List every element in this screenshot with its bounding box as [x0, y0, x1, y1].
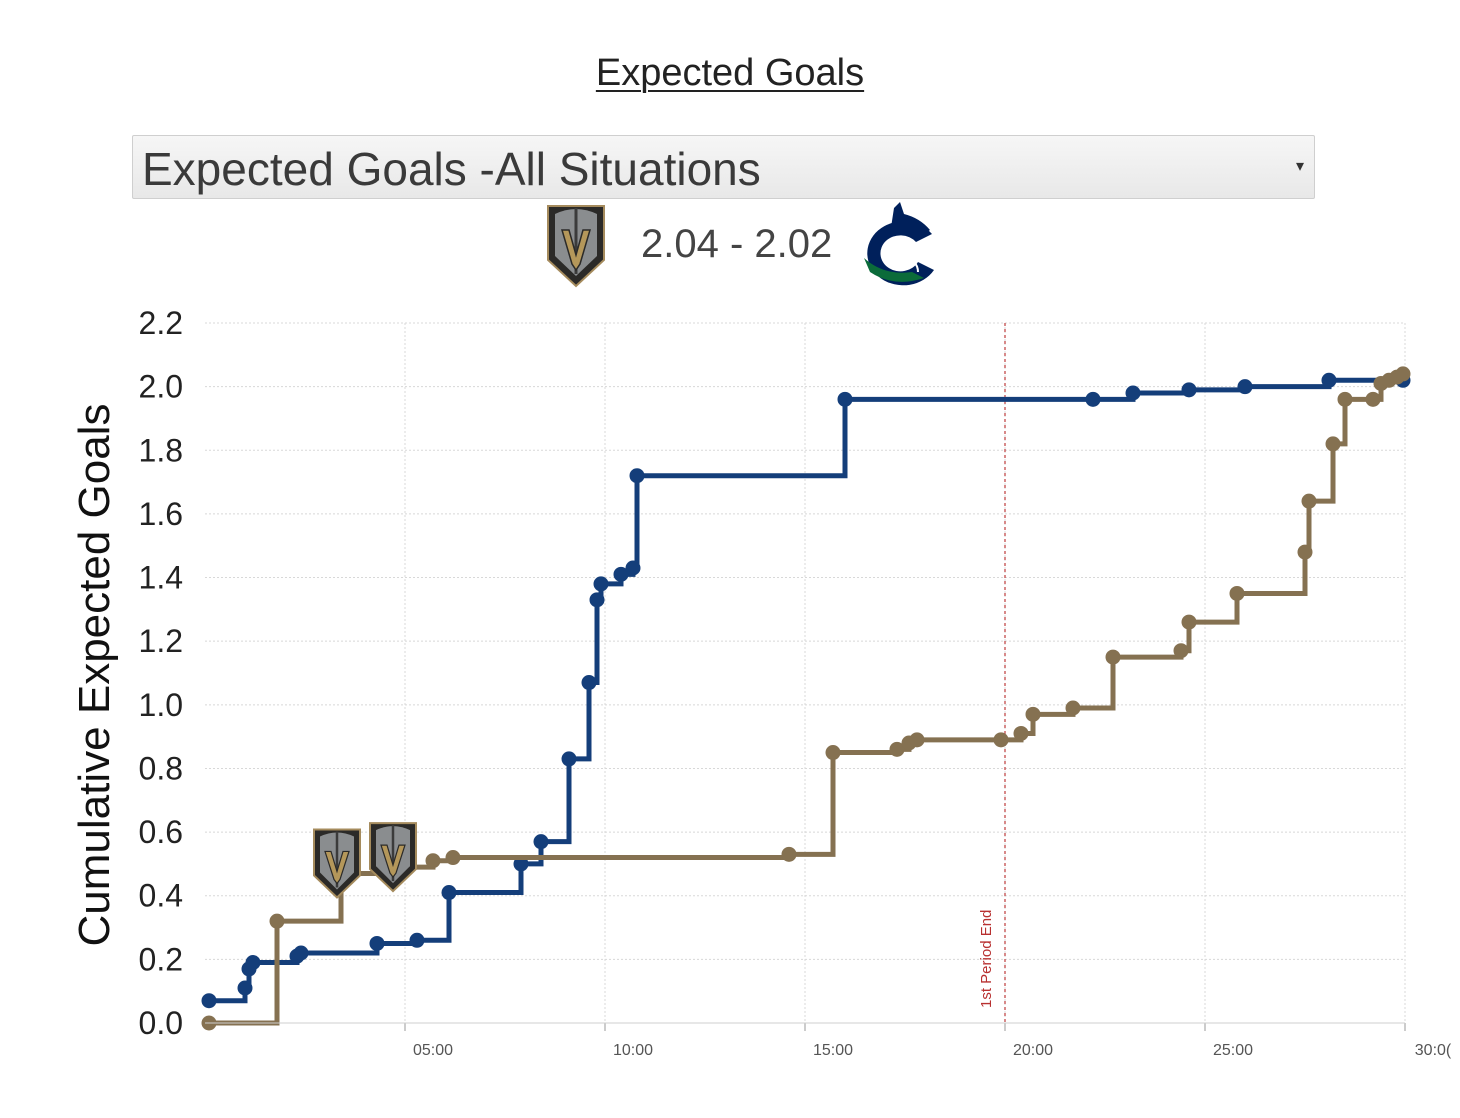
- shot-point-van[interactable]: [1181, 382, 1197, 398]
- page-title: Expected Goals: [595, 52, 865, 94]
- y-tick-label: 0.4: [139, 878, 183, 914]
- shot-point-vgk[interactable]: [1301, 493, 1317, 509]
- shot-point-van[interactable]: [533, 834, 549, 850]
- y-tick-label: 1.4: [139, 560, 183, 596]
- shot-point-van[interactable]: [409, 932, 425, 948]
- shot-point-van[interactable]: [629, 468, 645, 484]
- golden-knights-helmet-icon: [547, 205, 605, 288]
- shot-point-van[interactable]: [201, 993, 217, 1009]
- shot-point-van[interactable]: [513, 856, 529, 872]
- shot-point-van[interactable]: [293, 945, 309, 961]
- x-tick-label: 30:0(: [1415, 1042, 1452, 1059]
- canucks-orca-icon: [864, 202, 935, 286]
- y-tick-label: 1.6: [139, 496, 183, 532]
- shot-point-van[interactable]: [441, 885, 457, 901]
- y-tick-label: 0.0: [139, 1005, 183, 1041]
- shot-point-van[interactable]: [837, 391, 853, 407]
- shot-point-vgk[interactable]: [909, 732, 925, 748]
- series: [201, 366, 1411, 1031]
- shot-point-vgk[interactable]: [1013, 725, 1029, 741]
- axis-ticks: 0.0 0.2 0.4 0.6 0.8 1.0 1.2 1.4 1.6 1.8 2.0 2.2 05:0…: [139, 305, 1452, 1059]
- x-tick-label: 25:00: [1213, 1042, 1253, 1059]
- shot-point-van[interactable]: [1085, 391, 1101, 407]
- shot-point-vgk[interactable]: [1173, 643, 1189, 659]
- shot-point-van[interactable]: [593, 576, 609, 592]
- y-tick-label: 0.8: [139, 750, 183, 786]
- shot-point-van[interactable]: [1321, 372, 1337, 388]
- y-tick-label: 1.2: [139, 623, 183, 659]
- series-line-vgk: [209, 373, 1406, 1026]
- series-line-van: [209, 377, 1403, 1004]
- shot-point-vgk[interactable]: [1025, 706, 1041, 722]
- shot-point-van[interactable]: [561, 751, 577, 767]
- annotations: 1st Period End: [978, 323, 1006, 1023]
- shot-point-vgk[interactable]: [1395, 366, 1411, 382]
- shot-point-van[interactable]: [625, 560, 641, 576]
- shot-point-van[interactable]: [581, 675, 597, 691]
- x-tick-label: 05:00: [413, 1042, 453, 1059]
- y-tick-label: 2.0: [139, 369, 183, 405]
- shot-point-vgk[interactable]: [1325, 436, 1341, 452]
- y-tick-label: 2.2: [139, 305, 183, 341]
- goal-marker-helmet-icon[interactable]: [313, 828, 361, 899]
- shot-point-vgk[interactable]: [781, 846, 797, 862]
- shot-point-van[interactable]: [1125, 385, 1141, 401]
- y-tick-label: 1.0: [139, 687, 183, 723]
- goal-markers: [313, 822, 417, 899]
- y-tick-label: 1.8: [139, 432, 183, 468]
- shot-point-vgk[interactable]: [1297, 544, 1313, 560]
- shot-point-van[interactable]: [237, 980, 253, 996]
- shot-point-van[interactable]: [1237, 379, 1253, 395]
- shot-point-vgk[interactable]: [445, 850, 461, 866]
- shot-point-van[interactable]: [613, 566, 629, 582]
- y-tick-label: 0.2: [139, 941, 183, 977]
- period-end-label: 1st Period End: [978, 910, 995, 1008]
- chevron-down-icon[interactable]: ▾: [1295, 158, 1304, 175]
- shot-point-vgk[interactable]: [1105, 649, 1121, 665]
- situation-select-value: Expected Goals -All Situations: [142, 143, 761, 195]
- shot-point-vgk[interactable]: [1181, 614, 1197, 630]
- shot-point-vgk[interactable]: [993, 732, 1009, 748]
- situation-select[interactable]: Expected Goals -All Situations ▾: [132, 135, 1315, 199]
- x-tick-label: 15:00: [813, 1042, 853, 1059]
- shot-point-vgk[interactable]: [1229, 585, 1245, 601]
- shot-point-vgk[interactable]: [1337, 391, 1353, 407]
- scoreboard: 2.04 - 2.02: [545, 198, 946, 290]
- shot-point-van[interactable]: [589, 592, 605, 608]
- x-tick-label: 10:00: [613, 1042, 653, 1059]
- shot-point-vgk[interactable]: [825, 745, 841, 761]
- shot-point-vgk[interactable]: [889, 741, 905, 757]
- goal-marker-helmet-icon[interactable]: [369, 822, 417, 893]
- shot-point-van[interactable]: [369, 935, 385, 951]
- shot-point-vgk[interactable]: [425, 853, 441, 869]
- y-tick-label: 0.6: [139, 814, 183, 850]
- shot-point-van[interactable]: [245, 955, 261, 971]
- score-text: 2.04 - 2.02: [641, 221, 833, 266]
- grid: [205, 322, 1406, 1024]
- shot-point-vgk[interactable]: [1065, 700, 1081, 716]
- shot-point-vgk[interactable]: [269, 913, 285, 929]
- shot-point-vgk[interactable]: [1365, 391, 1381, 407]
- x-tick-label: 20:00: [1013, 1042, 1053, 1059]
